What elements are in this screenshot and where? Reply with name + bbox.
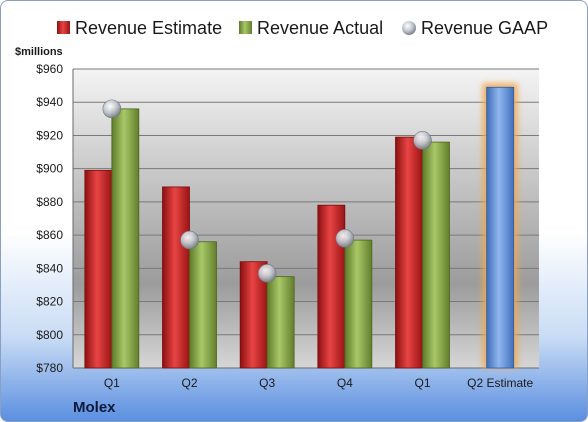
y-tick-label: $820 [36, 295, 63, 309]
legend-label-actual: Revenue Actual [257, 18, 383, 38]
bar-estimate [395, 136, 423, 369]
legend-swatch-estimate [57, 21, 70, 34]
y-tick-label: $780 [36, 361, 63, 375]
x-tick-label: Q4 [337, 376, 353, 390]
y-tick-label: $920 [36, 128, 63, 142]
x-tick-label: Q3 [259, 376, 275, 390]
x-tick-label: Q1 [104, 376, 120, 390]
y-tick-label: $860 [36, 228, 63, 242]
bar-actual [111, 108, 140, 369]
marker-gaap [102, 99, 122, 119]
marker-gaap [335, 229, 355, 248]
marker-gaap [413, 131, 432, 150]
bar-actual [266, 276, 295, 369]
x-tick-label: Q2 [181, 376, 197, 390]
bar-estimate [317, 204, 346, 369]
y-axis-unit-label: $millions [15, 46, 63, 58]
legend-swatch-gaap [402, 21, 416, 35]
y-tick-label: $940 [36, 95, 63, 109]
bar-estimate [84, 169, 113, 369]
x-tick-label: Q2 Estimate [467, 376, 533, 390]
y-tick-label: $960 [36, 62, 63, 76]
plot-area [73, 69, 539, 368]
legend-label-gaap: Revenue GAAP [421, 18, 548, 38]
grid-lines [72, 68, 539, 369]
y-tick-label: $900 [36, 162, 63, 176]
x-tick-label: Q1 [414, 376, 430, 390]
legend-label-estimate: Revenue Estimate [75, 18, 222, 38]
y-tick-label: $880 [36, 195, 63, 209]
bar-actual [422, 141, 450, 369]
legend: Revenue Estimate Revenue Actual Revenue … [57, 18, 548, 38]
marker-gaap [257, 264, 277, 283]
y-tick-labels: $780 $800 $820 $840 $860 $880 $900 $920 $940 $960 [36, 62, 63, 375]
y-tick-label: $840 [36, 261, 63, 275]
bar-estimate-highlight [486, 86, 515, 369]
revenue-chart: Revenue Estimate Revenue Actual Revenue … [15, 18, 548, 390]
y-tick-label: $800 [36, 328, 63, 342]
bar-estimate [162, 186, 190, 369]
marker-gaap [180, 230, 199, 250]
bar-actual [344, 239, 373, 369]
bars [84, 83, 518, 369]
legend-swatch-actual [239, 21, 252, 34]
company-name: Molex [73, 399, 116, 416]
bar-actual [189, 241, 217, 369]
x-tick-labels: Q1 Q2 Q3 Q4 Q1 Q2 Estimate [104, 376, 534, 390]
